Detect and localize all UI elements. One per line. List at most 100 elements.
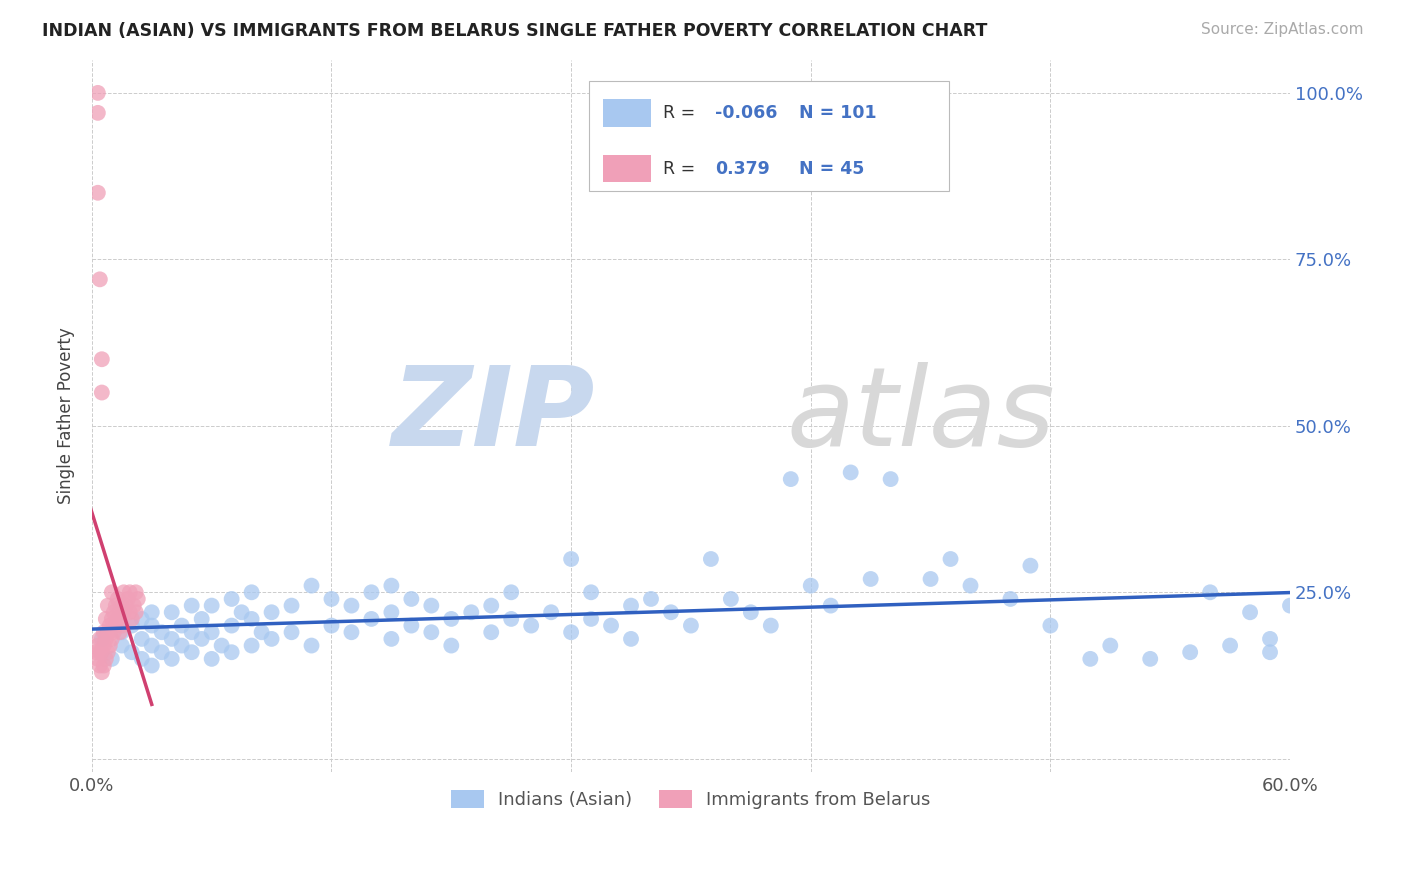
Point xyxy=(180,599,202,613)
Point xyxy=(260,632,283,646)
Point xyxy=(221,645,243,659)
Point xyxy=(101,652,124,666)
Point xyxy=(160,652,183,666)
Point xyxy=(112,585,135,599)
Text: 0.379: 0.379 xyxy=(714,160,769,178)
Point xyxy=(97,599,120,613)
Point xyxy=(440,639,463,653)
Point xyxy=(118,605,141,619)
Point xyxy=(740,605,762,619)
Point xyxy=(111,599,134,613)
Point xyxy=(97,645,120,659)
Point xyxy=(141,618,163,632)
Point xyxy=(501,585,523,599)
Point xyxy=(779,472,801,486)
Point xyxy=(280,625,302,640)
Point xyxy=(190,632,212,646)
Point xyxy=(122,599,145,613)
Point xyxy=(127,591,149,606)
Point xyxy=(94,612,117,626)
Point xyxy=(620,599,643,613)
Text: R =: R = xyxy=(664,160,702,178)
Point xyxy=(1039,618,1062,632)
Point xyxy=(479,625,502,640)
Point xyxy=(93,658,115,673)
Point xyxy=(170,639,193,653)
Point xyxy=(720,591,742,606)
Point xyxy=(440,612,463,626)
Point xyxy=(160,632,183,646)
Point xyxy=(121,618,143,632)
Point xyxy=(150,625,173,640)
Point xyxy=(84,645,107,659)
Point xyxy=(959,579,981,593)
Point xyxy=(360,612,382,626)
Point xyxy=(460,605,482,619)
Point xyxy=(108,625,131,640)
Point xyxy=(114,599,136,613)
Point xyxy=(1099,639,1122,653)
Point xyxy=(1239,605,1261,619)
Point xyxy=(231,605,253,619)
Point xyxy=(131,652,153,666)
Point xyxy=(90,665,112,680)
Point xyxy=(170,618,193,632)
Point xyxy=(101,632,124,646)
Point xyxy=(1219,639,1241,653)
Point xyxy=(93,639,115,653)
Text: N = 45: N = 45 xyxy=(799,160,865,178)
Point xyxy=(190,612,212,626)
Point xyxy=(280,599,302,613)
FancyBboxPatch shape xyxy=(589,81,949,192)
Point xyxy=(111,639,134,653)
Point xyxy=(108,605,131,619)
Point xyxy=(859,572,882,586)
Point xyxy=(1258,645,1281,659)
Point xyxy=(340,599,363,613)
Point xyxy=(1279,599,1302,613)
Text: R =: R = xyxy=(664,104,702,122)
Point xyxy=(579,585,602,599)
Point xyxy=(939,552,962,566)
Point xyxy=(620,632,643,646)
Point xyxy=(240,585,263,599)
Point xyxy=(104,618,127,632)
Point xyxy=(301,579,323,593)
Point xyxy=(401,618,423,632)
Point xyxy=(560,625,582,640)
Point xyxy=(90,632,112,646)
Bar xyxy=(603,100,651,127)
Point xyxy=(659,605,682,619)
Point xyxy=(98,639,121,653)
Point xyxy=(640,591,662,606)
Point xyxy=(600,618,623,632)
Point xyxy=(211,639,233,653)
Point xyxy=(90,385,112,400)
Point xyxy=(839,466,862,480)
Point xyxy=(579,612,602,626)
Bar xyxy=(603,155,651,182)
Point xyxy=(94,632,117,646)
Point xyxy=(380,605,402,619)
Text: N = 101: N = 101 xyxy=(799,104,876,122)
Point xyxy=(820,599,842,613)
Point xyxy=(89,272,111,286)
Point xyxy=(420,625,443,640)
Point xyxy=(380,632,402,646)
Point xyxy=(1199,585,1222,599)
Point xyxy=(250,625,273,640)
Text: ZIP: ZIP xyxy=(392,362,595,469)
Point xyxy=(920,572,942,586)
Point xyxy=(501,612,523,626)
Point xyxy=(87,186,110,200)
Point xyxy=(700,552,723,566)
Point xyxy=(360,585,382,599)
Point xyxy=(131,632,153,646)
Point xyxy=(679,618,702,632)
Point xyxy=(321,591,343,606)
Point xyxy=(260,605,283,619)
Point xyxy=(121,645,143,659)
Point xyxy=(879,472,901,486)
Point xyxy=(201,599,224,613)
Point xyxy=(1019,558,1042,573)
